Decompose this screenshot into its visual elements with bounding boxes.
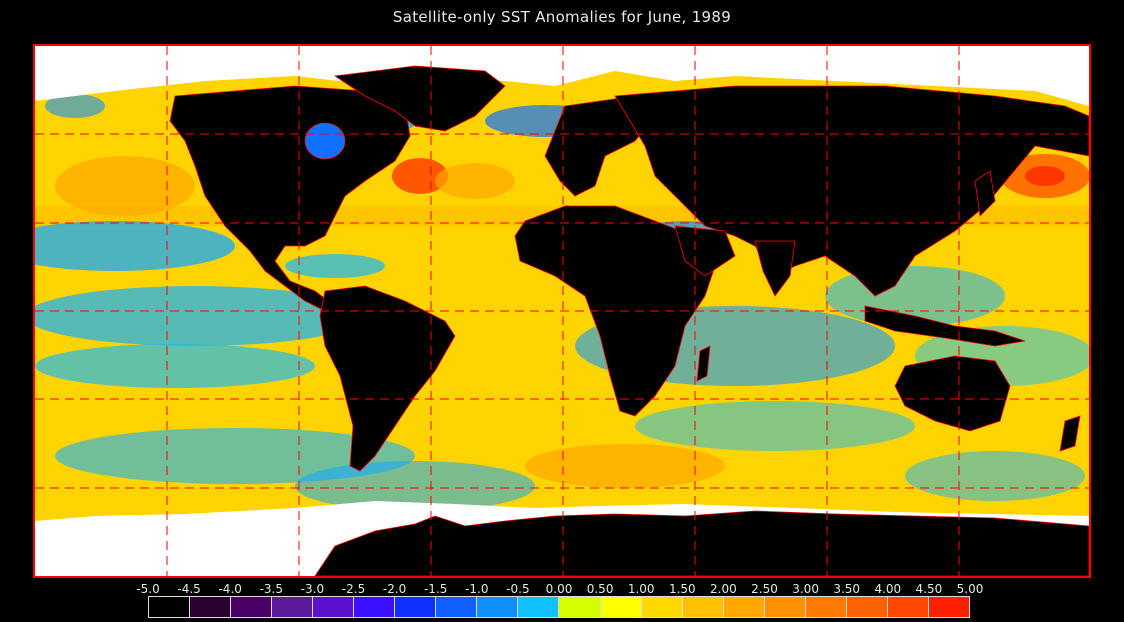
colorbar-swatch: [641, 597, 683, 617]
colorbar-swatch: [436, 597, 478, 617]
colorbar-swatch: [723, 597, 765, 617]
colorbar-labels: -5.0 -4.5 -4.0 -3.5 -3.0 -2.5 -2.0 -1.5 -1.0 -0.5…: [0, 582, 1124, 598]
land-indonesia: [864, 305, 1026, 347]
colorbar-swatch: [559, 597, 601, 617]
colorbar: [148, 596, 970, 618]
graticule: [35, 46, 1089, 576]
colorbar-tick-label: 5.00: [956, 582, 984, 596]
map-title: Satellite-only SST Anomalies for June, 1…: [392, 8, 732, 26]
land-greenland: [333, 65, 506, 132]
land: [169, 65, 1089, 576]
colorbar-swatch: [928, 597, 969, 617]
colorbar-swatch: [190, 597, 232, 617]
colorbar-swatch: [887, 597, 929, 617]
colorbar-swatch: [600, 597, 642, 617]
colorbar-swatch: [805, 597, 847, 617]
colorbar-tick-label: -2.5: [341, 582, 366, 596]
colorbar-tick-label: 4.50: [915, 582, 943, 596]
colorbar-tick-label: -1.0: [465, 582, 489, 596]
colorbar-swatch: [682, 597, 724, 617]
colorbar-tick-label: 2.50: [751, 582, 778, 596]
colorbar-tick-label: -4.5: [177, 582, 201, 596]
land-madagascar: [696, 345, 711, 382]
land-antarctica: [314, 510, 1089, 576]
colorbar-swatch: [764, 597, 806, 617]
colorbar-tick-label: 4.00: [874, 582, 902, 596]
colorbar-tick-label: 1.50: [668, 582, 696, 596]
colorbar-tick-label: 1.00: [627, 582, 655, 596]
colorbar-swatch: [272, 597, 314, 617]
colorbar-tick-label: -5.0: [136, 582, 160, 596]
land-india: [754, 240, 796, 297]
land-japan: [974, 170, 996, 217]
colorbar-tick-label: 0.00: [545, 582, 573, 596]
colorbar-tick-label: -2.0: [382, 582, 407, 596]
colorbar-tick-label: 0.50: [586, 582, 614, 596]
land-australia: [894, 355, 1011, 432]
colorbar-tick-label: 2.00: [710, 582, 737, 596]
colorbar-tick-label: 3.50: [833, 582, 861, 596]
colorbar-tick-label: 3.00: [792, 582, 819, 596]
colorbar-swatch: [231, 597, 273, 617]
land-north-america: [169, 85, 411, 312]
colorbar-tick-label: -3.0: [300, 582, 325, 596]
colorbar-tick-label: -4.0: [218, 582, 242, 596]
colorbar-swatch: [518, 597, 560, 617]
land-new-zealand: [1059, 415, 1081, 452]
colorbar-swatch: [313, 597, 355, 617]
colorbar-swatch: [149, 597, 191, 617]
colorbar-swatch: [477, 597, 519, 617]
colorbar-swatch: [354, 597, 396, 617]
land-asia: [614, 85, 1089, 297]
colorbar-tick-label: -1.5: [423, 582, 448, 596]
world-map-svg: [35, 46, 1089, 576]
colorbar-tick-label: -0.5: [506, 582, 530, 596]
colorbar-swatch: [846, 597, 888, 617]
colorbar-tick-label: -3.5: [259, 582, 284, 596]
land-africa: [514, 205, 716, 417]
land-arabia: [674, 225, 736, 277]
sst-anomaly-map: [33, 44, 1091, 578]
colorbar-swatch: [395, 597, 437, 617]
